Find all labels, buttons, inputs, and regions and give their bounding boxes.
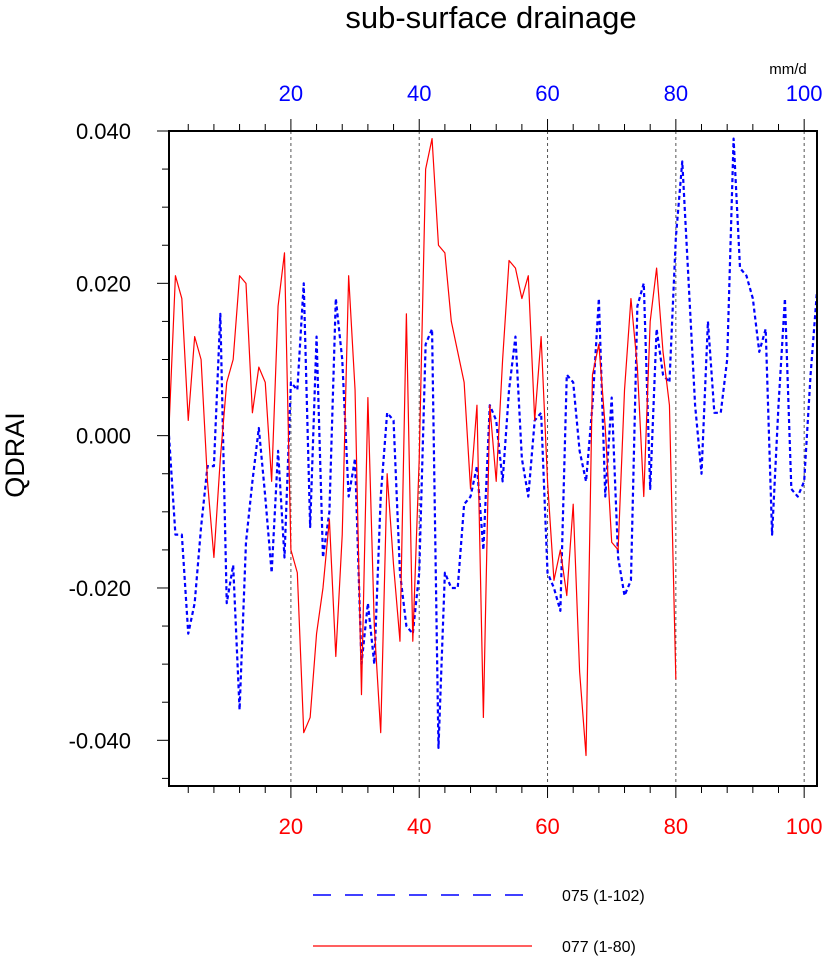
grid-lines	[290, 131, 805, 786]
x-top-tick-label-80: 80	[664, 81, 688, 106]
chart-title: sub-surface drainage	[345, 0, 636, 35]
series-line-077	[169, 138, 677, 757]
series-layer	[169, 137, 817, 757]
x-top-tick-label-60: 60	[535, 81, 559, 106]
y-axis-label: QDRAI	[0, 412, 30, 498]
x-bottom-tick-label-100: 100	[786, 814, 823, 839]
y-tick-label-1: -0.020	[69, 576, 131, 601]
y-tick-label-2: 0.000	[76, 424, 131, 449]
x-bottom-tick-label-20: 20	[279, 814, 303, 839]
x-top-tick-label-40: 40	[407, 81, 431, 106]
y-tick-label-0: -0.040	[69, 728, 131, 753]
legend: 075 (1-102) 077 (1-80)	[313, 888, 645, 956]
plot-frame	[168, 130, 818, 787]
x-top-tick-label-100: 100	[786, 81, 823, 106]
axis-ticks: 20 40 60 80 100 20 40 60 80 100 -0.040 -0.020 0.000 0…	[69, 81, 823, 839]
y-tick-label-4: 0.040	[76, 119, 131, 144]
y-tick-label-3: 0.020	[76, 271, 131, 296]
x-top-tick-label-20: 20	[279, 81, 303, 106]
units-label: mm/d	[769, 61, 807, 78]
x-bottom-tick-label-80: 80	[664, 814, 688, 839]
legend-label-077: 077 (1-80)	[562, 939, 636, 956]
legend-label-075: 075 (1-102)	[562, 888, 645, 905]
series-line-075	[169, 137, 817, 750]
x-bottom-tick-label-40: 40	[407, 814, 431, 839]
plot-area	[169, 137, 817, 757]
x-bottom-tick-label-60: 60	[535, 814, 559, 839]
